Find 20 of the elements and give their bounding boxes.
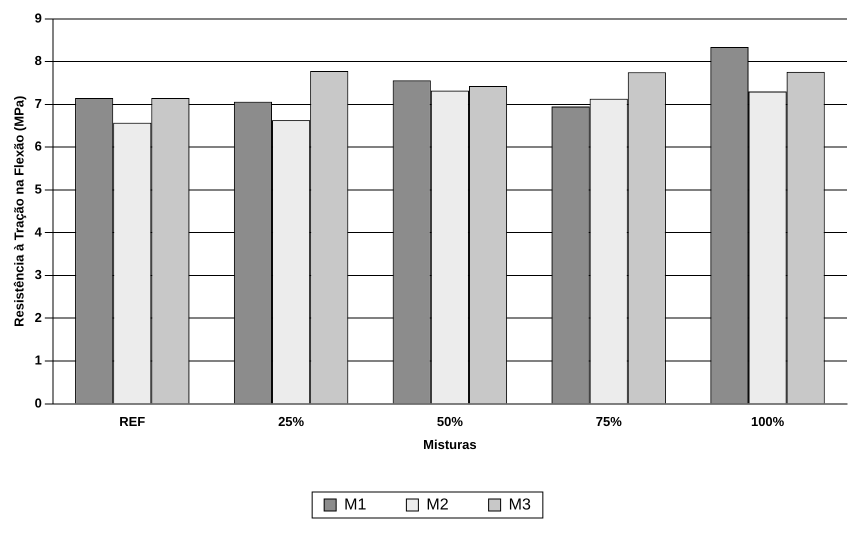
x-axis-title: Misturas bbox=[423, 436, 477, 452]
y-tick-label: 6 bbox=[34, 138, 42, 154]
y-tick-label: 2 bbox=[34, 310, 42, 325]
y-tick-label: 0 bbox=[34, 395, 42, 410]
x-tick-label: 100% bbox=[750, 414, 785, 430]
x-tick-label: 50% bbox=[436, 414, 464, 430]
x-tick-label: REF bbox=[119, 414, 146, 430]
y-tick-label: 7 bbox=[34, 96, 42, 111]
y-tick-label: 9 bbox=[34, 10, 42, 26]
legend-label: M1 bbox=[344, 496, 366, 514]
legend-label: M3 bbox=[508, 496, 531, 514]
y-tick-label: 4 bbox=[34, 224, 43, 240]
y-tick-label: 1 bbox=[34, 352, 42, 368]
x-tick-label: 75% bbox=[596, 414, 622, 430]
legend-label: M2 bbox=[426, 496, 449, 514]
y-tick-label: 5 bbox=[34, 181, 42, 196]
y-axis-title: Resistência à Tração na Flexão (MPa) bbox=[11, 96, 26, 327]
x-tick-label: 25% bbox=[278, 414, 305, 430]
y-tick-label: 8 bbox=[34, 53, 42, 68]
y-tick-label: 3 bbox=[34, 267, 42, 282]
